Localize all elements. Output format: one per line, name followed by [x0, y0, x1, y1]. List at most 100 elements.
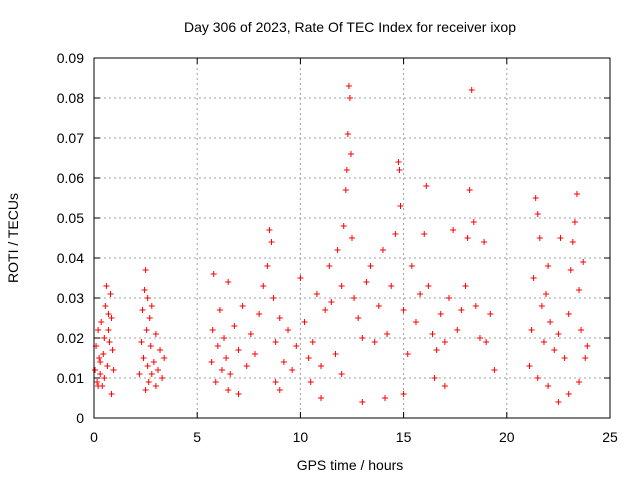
data-point: [318, 363, 325, 369]
data-point: [567, 267, 574, 273]
data-point: [101, 375, 108, 381]
data-point: [472, 303, 479, 309]
data-point: [468, 87, 475, 93]
data-point: [138, 339, 145, 345]
data-point: [243, 363, 250, 369]
data-point: [106, 339, 113, 345]
data-point: [384, 331, 391, 337]
data-point: [256, 311, 263, 317]
data-point: [105, 327, 112, 333]
data-point: [578, 327, 585, 333]
data-point: [441, 383, 448, 389]
data-point: [569, 239, 576, 245]
data-point: [417, 291, 424, 297]
data-point: [210, 271, 217, 277]
data-point: [260, 283, 267, 289]
data-point: [343, 167, 350, 173]
data-point: [148, 371, 155, 377]
data-point: [326, 263, 333, 269]
data-point: [235, 347, 242, 353]
data-point: [545, 383, 552, 389]
y-tick-label: 0.08: [57, 90, 84, 106]
x-axis-ticks: 0 5 10 15 20 25: [90, 58, 618, 445]
data-point: [538, 303, 545, 309]
data-point: [338, 371, 345, 377]
data-point: [441, 339, 448, 345]
data-point: [225, 387, 232, 393]
data-point: [536, 235, 543, 241]
data-point: [293, 343, 300, 349]
data-point: [400, 307, 407, 313]
x-tick-label: 15: [396, 429, 412, 445]
data-point: [231, 323, 238, 329]
data-point: [526, 363, 533, 369]
data-point: [221, 335, 228, 341]
data-point: [466, 187, 473, 193]
data-point: [450, 227, 457, 233]
data-point: [470, 219, 477, 225]
data-point: [140, 355, 147, 361]
data-point: [148, 303, 155, 309]
data-point: [143, 327, 150, 333]
data-point: [584, 343, 591, 349]
data-point: [96, 355, 103, 361]
data-point: [247, 331, 254, 337]
data-point: [95, 383, 102, 389]
data-point: [264, 263, 271, 269]
data-point: [375, 303, 382, 309]
data-point: [313, 291, 320, 297]
data-point: [555, 331, 562, 337]
data-point: [429, 331, 436, 337]
y-axis-label: ROTI / TECUs: [5, 193, 21, 283]
data-point: [532, 195, 539, 201]
plot-frame: [93, 57, 611, 419]
data-point: [481, 239, 488, 245]
data-point: [144, 295, 151, 301]
y-tick-label: 0.06: [57, 170, 84, 186]
data-point: [322, 307, 329, 313]
data-point: [218, 367, 225, 373]
y-tick-label: 0: [76, 410, 84, 426]
data-point: [332, 351, 339, 357]
data-point: [392, 231, 399, 237]
data-point: [400, 391, 407, 397]
data-point: [371, 339, 378, 345]
data-point: [289, 367, 296, 373]
data-point: [334, 247, 341, 253]
data-point: [346, 95, 353, 101]
data-point: [388, 283, 395, 289]
x-tick-label: 5: [193, 429, 201, 445]
data-point: [423, 183, 430, 189]
data-point: [152, 331, 159, 337]
data-point: [565, 311, 572, 317]
y-tick-label: 0.01: [57, 370, 84, 386]
data-point: [102, 303, 109, 309]
data-point: [97, 371, 104, 377]
data-point: [580, 259, 587, 265]
data-point: [431, 375, 438, 381]
data-point: [318, 395, 325, 401]
data-point: [404, 351, 411, 357]
data-point: [144, 363, 151, 369]
data-point: [307, 379, 314, 385]
data-point: [379, 247, 386, 253]
data-point: [110, 367, 117, 373]
data-point: [363, 279, 370, 285]
data-point: [101, 335, 108, 341]
data-point: [297, 275, 304, 281]
y-tick-label: 0.02: [57, 330, 84, 346]
data-point: [145, 379, 152, 385]
data-point: [487, 311, 494, 317]
data-point: [408, 263, 415, 269]
data-point: [97, 359, 104, 365]
data-point: [95, 327, 102, 333]
data-point: [347, 151, 354, 157]
data-point: [528, 327, 535, 333]
data-points: [92, 83, 591, 405]
x-tick-label: 10: [293, 429, 309, 445]
data-point: [565, 391, 572, 397]
data-point: [280, 359, 287, 365]
data-point: [225, 279, 232, 285]
y-tick-label: 0.05: [57, 210, 84, 226]
